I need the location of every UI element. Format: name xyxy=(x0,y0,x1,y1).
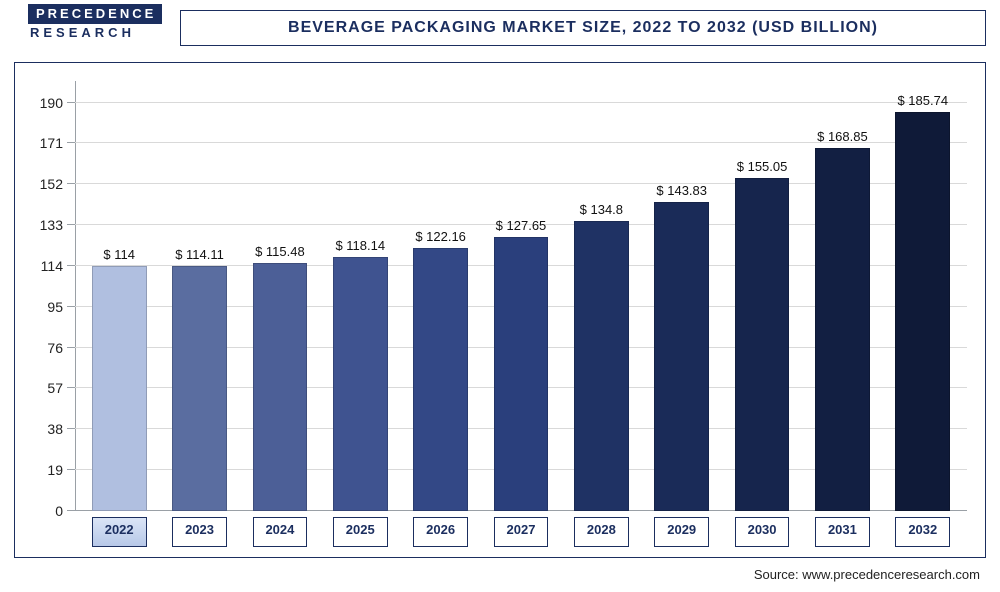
y-tick xyxy=(67,102,75,103)
x-label: 2027 xyxy=(494,517,549,547)
bar-col: $ 114.11 xyxy=(159,81,239,511)
bar-col: $ 118.14 xyxy=(320,81,400,511)
bar xyxy=(172,266,227,511)
x-label-box: 2032 xyxy=(883,517,963,547)
y-tick xyxy=(67,347,75,348)
bar xyxy=(494,237,549,511)
bar-value-label: $ 114 xyxy=(103,247,135,262)
y-tick xyxy=(67,387,75,388)
chart-plot: 01938577695114133152171190 $ 114$ 114.11… xyxy=(75,81,967,511)
bar-col: $ 114 xyxy=(79,81,159,511)
x-label: 2023 xyxy=(172,517,227,547)
logo: PRECEDENCE RESEARCH xyxy=(28,4,162,40)
x-label-box: 2026 xyxy=(400,517,480,547)
bar-value-label: $ 122.16 xyxy=(415,229,466,244)
chart-frame: 0 19 38 57 76 95 114 133 152 171 190 $ 114 $ 114.11… xyxy=(14,62,986,558)
y-tick xyxy=(67,224,75,225)
x-label-box: 2027 xyxy=(481,517,561,547)
y-tick xyxy=(67,306,75,307)
y-label: 95 xyxy=(47,299,63,315)
x-labels: 2022 2023 2024 2025 2026 2027 2028 2029 2030 2031… xyxy=(75,517,967,547)
x-label-box: 2023 xyxy=(159,517,239,547)
bar xyxy=(815,148,870,511)
y-tick xyxy=(67,142,75,143)
y-tick xyxy=(67,428,75,429)
bar-value-label: $ 114.11 xyxy=(175,247,224,262)
bar-value-label: $ 127.65 xyxy=(496,218,547,233)
bar-value-label: $ 155.05 xyxy=(737,159,788,174)
bar-col: $ 115.48 xyxy=(240,81,320,511)
bar-value-label: $ 185.74 xyxy=(897,93,948,108)
x-label-box: 2022 xyxy=(79,517,159,547)
y-label: 171 xyxy=(40,135,63,151)
bar xyxy=(253,263,308,511)
x-label-box: 2031 xyxy=(802,517,882,547)
bar-col: $ 168.85 xyxy=(802,81,882,511)
source-text: Source: www.precedenceresearch.com xyxy=(754,567,980,582)
x-label: 2028 xyxy=(574,517,629,547)
bar xyxy=(92,266,147,511)
y-label: 133 xyxy=(40,217,63,233)
x-label-box: 2024 xyxy=(240,517,320,547)
bar xyxy=(333,257,388,511)
bar-col: $ 122.16 xyxy=(400,81,480,511)
bar-col: $ 143.83 xyxy=(642,81,722,511)
x-label: 2025 xyxy=(333,517,388,547)
page: PRECEDENCE RESEARCH BEVERAGE PACKAGING M… xyxy=(0,0,1000,592)
y-label: 76 xyxy=(47,340,63,356)
title-bar: BEVERAGE PACKAGING MARKET SIZE, 2022 TO … xyxy=(180,10,986,46)
y-tick xyxy=(67,183,75,184)
bar-value-label: $ 168.85 xyxy=(817,129,868,144)
x-label: 2030 xyxy=(735,517,790,547)
y-label: 38 xyxy=(47,421,63,437)
y-tick xyxy=(67,510,75,511)
x-label: 2022 xyxy=(92,517,147,547)
bar xyxy=(654,202,709,511)
y-tick xyxy=(67,469,75,470)
x-label-box: 2025 xyxy=(320,517,400,547)
x-label: 2029 xyxy=(654,517,709,547)
bar-col: $ 155.05 xyxy=(722,81,802,511)
y-label: 19 xyxy=(47,462,63,478)
bar xyxy=(413,248,468,511)
x-label: 2026 xyxy=(413,517,468,547)
x-label: 2024 xyxy=(253,517,308,547)
y-label: 114 xyxy=(41,258,63,274)
logo-line2: RESEARCH xyxy=(30,25,162,40)
x-label-box: 2028 xyxy=(561,517,641,547)
x-label: 2032 xyxy=(895,517,950,547)
bar xyxy=(895,112,950,511)
x-label-box: 2030 xyxy=(722,517,802,547)
y-label: 0 xyxy=(55,503,63,519)
y-label: 152 xyxy=(40,176,63,192)
y-tick xyxy=(67,265,75,266)
bar-col: $ 127.65 xyxy=(481,81,561,511)
y-label: 57 xyxy=(47,380,63,396)
bar-value-label: $ 134.8 xyxy=(580,202,623,217)
y-label: 190 xyxy=(40,95,63,111)
x-label-box: 2029 xyxy=(642,517,722,547)
bar xyxy=(735,178,790,511)
bar xyxy=(574,221,629,511)
bar-value-label: $ 143.83 xyxy=(656,183,707,198)
bars: $ 114 $ 114.11 $ 115.48 $ 118.14 $ 122.16 $ 1… xyxy=(75,81,967,511)
page-title: BEVERAGE PACKAGING MARKET SIZE, 2022 TO … xyxy=(288,19,878,37)
bar-col: $ 134.8 xyxy=(561,81,641,511)
bar-col: $ 185.74 xyxy=(883,81,963,511)
logo-line1: PRECEDENCE xyxy=(28,4,162,24)
bar-value-label: $ 115.48 xyxy=(255,244,305,259)
x-label: 2031 xyxy=(815,517,870,547)
bar-value-label: $ 118.14 xyxy=(335,238,385,253)
